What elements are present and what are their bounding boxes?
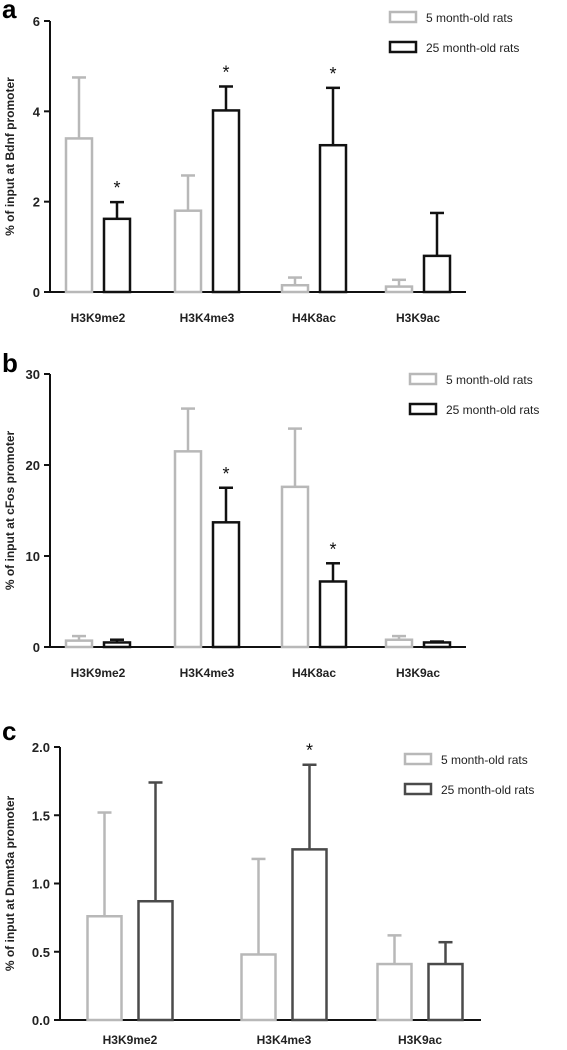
bar-5mo-h3k9ac bbox=[384, 285, 414, 294]
bar-5mo-h3k9me2 bbox=[64, 137, 94, 294]
legend-swatch bbox=[408, 402, 438, 416]
significance-star: * bbox=[222, 464, 229, 484]
bar-25mo-h3k9ac bbox=[422, 641, 452, 649]
y-axis-label: % of input at Bdnf promoter bbox=[3, 77, 17, 236]
y-tick-label: 0.5 bbox=[32, 945, 50, 960]
bar-25mo-h3k9me2 bbox=[102, 641, 132, 649]
bar-25mo-h4k8ac bbox=[318, 143, 348, 294]
bar-5mo-h3k9ac bbox=[384, 638, 414, 649]
x-tick-label: H4K8ac bbox=[292, 666, 336, 680]
y-tick-label: 20 bbox=[26, 458, 40, 473]
legend-swatch bbox=[388, 40, 418, 54]
chart-panel-b: b 0 10 20 30 % of input at cFos promoter H3K9m… bbox=[2, 348, 539, 680]
x-tick-label: H3K9ac bbox=[396, 666, 440, 680]
y-tick-label: 10 bbox=[26, 549, 40, 564]
x-tick-label: H3K4me3 bbox=[257, 1033, 312, 1047]
bar-25mo-h3k9ac bbox=[422, 254, 452, 294]
bar-5mo-h3k4me3 bbox=[240, 953, 277, 1022]
bar-25mo-h3k4me3 bbox=[211, 109, 241, 294]
y-tick-label: 30 bbox=[26, 367, 40, 382]
legend-swatch bbox=[388, 10, 418, 24]
legend-label: 5 month-old rats bbox=[426, 11, 513, 25]
significance-star: * bbox=[306, 741, 313, 761]
bar-5mo-h4k8ac bbox=[280, 283, 310, 294]
legend-swatch bbox=[403, 782, 433, 796]
bar-5mo-h3k9ac bbox=[376, 962, 413, 1022]
bar-25mo-h3k4me3 bbox=[291, 848, 328, 1022]
legend-swatch bbox=[408, 372, 438, 386]
y-tick-label: 0 bbox=[33, 640, 40, 655]
legend-label: 25 month-old rats bbox=[446, 403, 539, 417]
x-tick-label: H3K9ac bbox=[398, 1033, 442, 1047]
y-tick-label: 2 bbox=[33, 195, 40, 210]
y-axis-label: % of input at Dnmt3a promoter bbox=[3, 796, 17, 972]
bar-5mo-h3k9me2 bbox=[64, 639, 94, 649]
bar-25mo-h4k8ac bbox=[318, 580, 348, 649]
bar-5mo-h3k4me3 bbox=[173, 450, 203, 649]
y-tick-label: 1.0 bbox=[32, 877, 50, 892]
panel-label: c bbox=[2, 716, 16, 746]
significance-star: * bbox=[329, 539, 336, 559]
bar-5mo-h4k8ac bbox=[280, 485, 310, 649]
y-tick-label: 1.5 bbox=[32, 808, 50, 823]
panel-label: a bbox=[2, 0, 17, 24]
significance-star: * bbox=[222, 62, 229, 82]
y-tick-label: 6 bbox=[33, 14, 40, 29]
y-axis-label: % of input at cFos promoter bbox=[3, 431, 17, 591]
x-tick-label: H3K9me2 bbox=[103, 1033, 158, 1047]
significance-star: * bbox=[113, 178, 120, 198]
x-tick-label: H3K9me2 bbox=[71, 311, 126, 325]
y-tick-label: 2.0 bbox=[32, 740, 50, 755]
y-tick-label: 4 bbox=[33, 104, 41, 119]
bar-5mo-h3k4me3 bbox=[173, 209, 203, 294]
legend-label: 5 month-old rats bbox=[441, 753, 528, 767]
bar-5mo-h3k9me2 bbox=[86, 915, 123, 1022]
bar-25mo-h3k9me2 bbox=[102, 217, 132, 294]
x-tick-label: H3K4me3 bbox=[180, 311, 235, 325]
chart-panel-a: a 0 2 4 6 % of input at Bdnf promoter * H3K9me2… bbox=[2, 0, 519, 325]
bar-25mo-h3k9ac bbox=[427, 962, 464, 1022]
y-tick-label: 0.0 bbox=[32, 1013, 50, 1028]
x-tick-label: H3K9me2 bbox=[71, 666, 126, 680]
bar-25mo-h3k4me3 bbox=[211, 521, 241, 649]
x-tick-label: H4K8ac bbox=[292, 311, 336, 325]
chart-panel-c: c 0.0 0.5 1.0 1.5 2.0 % of input at Dnmt3a pro… bbox=[2, 716, 534, 1047]
y-tick-label: 0 bbox=[33, 285, 40, 300]
bar-25mo-h3k9me2 bbox=[137, 899, 174, 1022]
significance-star: * bbox=[329, 64, 336, 84]
legend-label: 5 month-old rats bbox=[446, 373, 533, 387]
x-tick-label: H3K9ac bbox=[396, 311, 440, 325]
panel-label: b bbox=[2, 348, 18, 378]
legend-label: 25 month-old rats bbox=[426, 41, 519, 55]
x-tick-label: H3K4me3 bbox=[180, 666, 235, 680]
legend-swatch bbox=[403, 752, 433, 766]
legend-label: 25 month-old rats bbox=[441, 783, 534, 797]
